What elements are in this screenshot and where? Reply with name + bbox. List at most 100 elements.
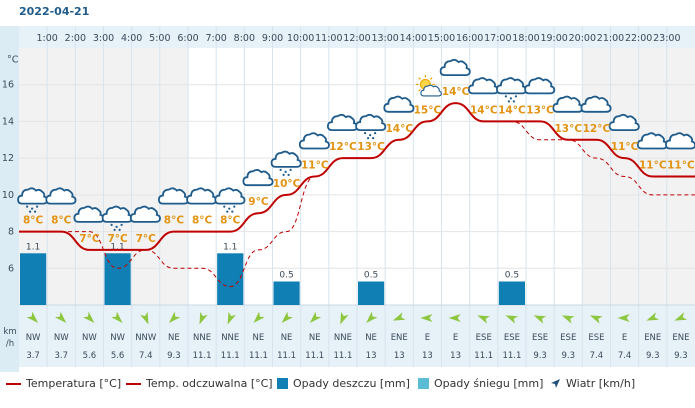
legend-temp: Temperatura [°C] — [6, 377, 121, 390]
wind-direction: NE — [281, 333, 293, 343]
cloud-shape — [214, 187, 246, 205]
hour-label: 22:00 — [625, 33, 652, 44]
temp-label: 11°C — [639, 160, 667, 172]
wind-direction: NE — [365, 333, 377, 343]
temp-label: 13°C — [526, 104, 554, 116]
wind-speed: 7.4 — [590, 351, 604, 361]
wind-rows: km/h NW 3.7 NW 3.7 NW 5.6 NW 5.6 NNW 7.4 NE 9.3 NNE 11… — [3, 311, 689, 361]
wind-direction: NW — [82, 333, 97, 343]
rain-drop — [115, 225, 118, 228]
y-tick-label: 14 — [2, 116, 14, 127]
legend-feels: Temp. odczuwalna [°C] — [126, 377, 273, 390]
temp-label: 7°C — [107, 233, 128, 245]
wind-direction: NW — [110, 333, 125, 343]
temp-label: 14°C — [470, 104, 498, 116]
temp-label: 8°C — [51, 215, 72, 227]
hour-label: 18:00 — [512, 33, 539, 44]
precip-bar — [358, 281, 385, 305]
weather-chart: 1.1 1.1 1.10.5 0.5 0.5 8°C 8°C7°C 7°C 7°C8°C 8°C… — [0, 26, 695, 372]
temp-label: 14°C — [498, 104, 526, 116]
cloud-shape — [270, 150, 302, 168]
legend-snow-swatch — [418, 378, 429, 389]
y-tick-label: 10 — [2, 190, 14, 201]
hour-label: 7:00 — [205, 33, 226, 44]
cloud-icon — [439, 58, 471, 76]
temp-label: 15°C — [414, 104, 442, 116]
temp-label: 10°C — [273, 178, 301, 190]
wind-speed: 13 — [422, 351, 433, 361]
wind-arrow-icon — [366, 311, 378, 323]
wind-direction: NE — [168, 333, 180, 343]
cloud-shape — [242, 169, 274, 187]
cloud-shape — [608, 113, 640, 131]
hour-label: 9:00 — [262, 33, 283, 44]
temp-label: 13°C — [357, 141, 385, 153]
legend-wind: Wiatr [km/h] — [550, 377, 635, 390]
hour-label: 5:00 — [149, 33, 170, 44]
hour-label: 14:00 — [400, 33, 427, 44]
rain-drop — [25, 205, 29, 208]
wind-speed: 11.1 — [474, 351, 493, 361]
hour-label: 23:00 — [653, 33, 680, 44]
wind-speed: 13 — [394, 351, 405, 361]
wind-direction: ESE — [476, 333, 492, 343]
hour-label: 3:00 — [93, 33, 114, 44]
y-axis: °C 6 8 10 12 14 16 — [2, 55, 19, 275]
sun-ray — [429, 77, 433, 80]
cloud-shape — [383, 95, 415, 113]
hour-label: 19:00 — [540, 33, 567, 44]
temp-label: 12°C — [583, 123, 611, 135]
cloud-shape — [665, 132, 695, 150]
rain-drop — [512, 100, 515, 103]
wind-speed: 7.4 — [618, 351, 632, 361]
cloud-shape — [298, 132, 330, 150]
hour-label: 1:00 — [36, 33, 57, 44]
wind-arrow-icon — [561, 315, 575, 324]
rain-drop — [504, 95, 507, 98]
temp-label: 11°C — [301, 160, 329, 172]
rain-cloud-icon — [214, 187, 246, 213]
rain-drop — [369, 134, 372, 137]
wind-arrow-icon — [168, 311, 181, 323]
sun-ray — [418, 88, 421, 92]
wind-speed: 11.1 — [333, 351, 352, 361]
rain-drop — [289, 168, 292, 171]
partly-cloudy-sun-icon — [415, 74, 442, 97]
cloud-icon — [129, 205, 161, 223]
rain-drop — [118, 228, 121, 231]
wind-speed: 9.3 — [561, 351, 575, 361]
legend: Temperatura [°C] Temp. odczuwalna [°C] O… — [0, 372, 695, 396]
wind-speed: 9.3 — [533, 351, 547, 361]
precip-bar — [217, 253, 244, 305]
hour-label: 11:00 — [315, 33, 342, 44]
precip-label: 0.5 — [279, 271, 293, 281]
rain-drop — [372, 137, 375, 140]
hour-label: 17:00 — [484, 33, 511, 44]
legend-feels-swatch — [126, 382, 141, 385]
cloud-icon — [608, 113, 640, 131]
wind-direction: NNW — [135, 333, 157, 343]
wind-arrow-icon — [340, 311, 349, 325]
rain-cloud-icon — [355, 113, 387, 140]
cloud-icon — [665, 132, 695, 150]
temp-label: 8°C — [220, 215, 241, 227]
wind-arrow-icon — [83, 311, 95, 323]
cloud-shape — [355, 113, 387, 131]
cloud-icon — [383, 95, 415, 113]
wind-speed: 9.3 — [674, 351, 688, 361]
temp-label: 7°C — [79, 233, 100, 245]
wind-arrow-icon — [448, 314, 461, 322]
wind-speed: 13 — [450, 351, 461, 361]
hour-label: 16:00 — [456, 33, 483, 44]
cloud-shape — [580, 95, 612, 113]
wind-arrow-icon — [646, 312, 659, 321]
rain-drop — [30, 207, 34, 210]
cloud-shape — [129, 205, 161, 223]
hour-label: 13:00 — [371, 33, 398, 44]
rain-drop — [110, 223, 113, 226]
hour-labels: 1:00 2:00 3:00 4:00 5:00 6:00 7:00 8:00 9:00 10:0… — [36, 33, 680, 44]
cloud-icon — [298, 132, 330, 150]
wind-speed: 11.1 — [249, 351, 268, 361]
rain-drop — [113, 228, 116, 231]
wind-speed: 7.4 — [139, 351, 153, 361]
